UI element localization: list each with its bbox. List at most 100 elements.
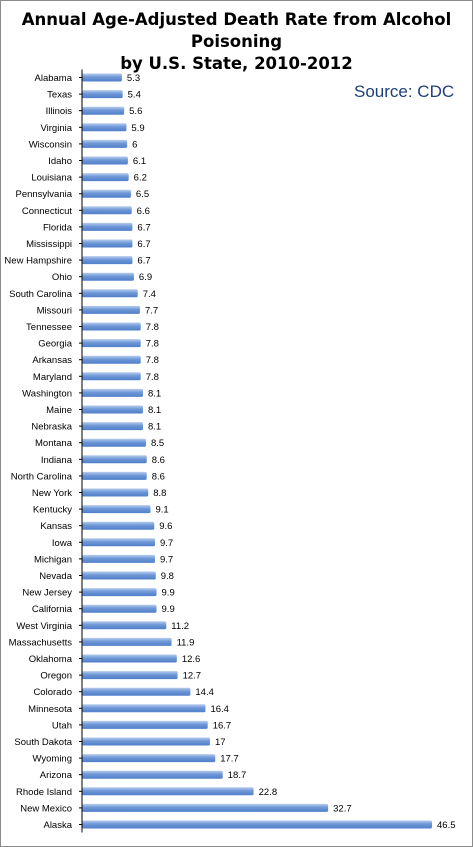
value-label: 5.3	[127, 73, 140, 84]
bar-texas	[82, 90, 123, 99]
category-label: Nebraska	[31, 422, 72, 433]
value-label: 11.2	[171, 621, 189, 632]
bar-massachusetts	[82, 637, 172, 646]
bar-kentucky	[82, 505, 151, 514]
bar-mississippi	[82, 239, 133, 248]
category-label: Ohio	[52, 272, 72, 283]
category-label: Kansas	[40, 521, 72, 532]
category-label: West Virginia	[16, 621, 72, 632]
bar-connecticut	[82, 206, 132, 215]
category-label: Alaska	[43, 820, 72, 831]
value-label: 9.9	[162, 604, 175, 615]
bar-south-dakota	[82, 737, 210, 746]
value-label: 5.9	[131, 123, 144, 134]
bar-new-york	[82, 488, 149, 497]
value-label: 6.1	[133, 156, 146, 167]
value-label: 7.8	[146, 372, 159, 383]
value-label: 8.1	[148, 422, 161, 433]
bar-florida	[82, 222, 133, 231]
value-label: 46.5	[437, 820, 456, 831]
value-label: 16.7	[213, 720, 232, 731]
bar-alaska	[82, 820, 432, 829]
value-label: 8.6	[152, 471, 165, 482]
category-label: Connecticut	[22, 206, 73, 217]
category-label: Idaho	[48, 156, 72, 167]
category-label: Missouri	[37, 305, 72, 316]
category-label: Michigan	[34, 554, 72, 565]
value-label: 9.7	[160, 554, 173, 565]
bar-wisconsin	[82, 139, 128, 148]
value-label: 5.4	[128, 90, 141, 101]
value-label: 17.7	[220, 754, 239, 765]
value-label: 7.8	[146, 355, 159, 366]
bar-west-virginia	[82, 621, 167, 630]
bar-indiana	[82, 455, 147, 464]
category-label: Colorado	[33, 687, 72, 698]
category-label: Oklahoma	[29, 654, 73, 665]
value-label: 6.9	[139, 272, 152, 283]
category-label: New York	[32, 488, 72, 499]
category-label: Washington	[22, 388, 72, 399]
value-label: 9.8	[161, 571, 174, 582]
value-label: 7.4	[143, 289, 156, 300]
value-label: 8.1	[148, 405, 161, 416]
category-label: South Carolina	[9, 289, 73, 300]
category-label: Texas	[47, 90, 72, 101]
bar-tennessee	[82, 322, 141, 331]
chart-title: Annual Age-Adjusted Death Rate from Alco…	[21, 10, 452, 73]
bar-georgia	[82, 339, 141, 348]
bar-washington	[82, 388, 143, 397]
category-label: Wisconsin	[29, 139, 72, 150]
category-label: Pennsylvania	[15, 189, 72, 200]
value-label: 6.7	[137, 256, 150, 267]
category-label: Maine	[46, 405, 72, 416]
category-label: Oregon	[40, 671, 72, 682]
value-label: 8.5	[151, 438, 164, 449]
value-label: 12.6	[182, 654, 201, 665]
labels-group: Alabama 5.3 Texas 5.4 Illinois 5.6 Virginia 5.9…	[4, 73, 455, 831]
value-label: 9.9	[162, 588, 175, 599]
value-label: 8.1	[148, 388, 161, 399]
value-label: 8.6	[152, 455, 165, 466]
bar-maine	[82, 405, 143, 414]
chart-source: Source: CDC	[354, 82, 455, 101]
value-label: 14.4	[195, 687, 214, 698]
category-label: Arkansas	[32, 355, 72, 366]
bar-new-mexico	[82, 803, 329, 812]
category-label: Massachusetts	[9, 637, 73, 648]
category-label: Georgia	[38, 339, 73, 350]
bar-new-jersey	[82, 588, 157, 597]
value-label: 22.8	[259, 787, 278, 798]
bar-new-hampshire	[82, 256, 133, 265]
category-label: California	[32, 604, 73, 615]
value-label: 6.6	[137, 206, 150, 217]
value-label: 12.7	[183, 671, 202, 682]
value-label: 17	[215, 737, 226, 748]
value-label: 6	[132, 139, 137, 150]
category-label: Florida	[43, 222, 73, 233]
category-label: Illinois	[46, 106, 73, 117]
bar-illinois	[82, 106, 125, 115]
category-label: Nevada	[39, 571, 72, 582]
bar-iowa	[82, 538, 156, 547]
bar-north-carolina	[82, 471, 147, 480]
bar-wyoming	[82, 754, 216, 763]
category-label: Utah	[52, 720, 72, 731]
category-label: New Mexico	[20, 803, 72, 814]
bar-nebraska	[82, 422, 143, 431]
value-label: 5.6	[129, 106, 142, 117]
value-label: 16.4	[210, 704, 229, 715]
bar-montana	[82, 438, 146, 447]
bar-michigan	[82, 554, 156, 563]
category-label: North Carolina	[11, 471, 73, 482]
bar-colorado	[82, 687, 191, 696]
value-label: 9.6	[159, 521, 172, 532]
value-label: 32.7	[333, 803, 352, 814]
value-label: 7.8	[146, 322, 159, 333]
category-label: Tennessee	[26, 322, 72, 333]
bar-minnesota	[82, 704, 206, 713]
value-label: 6.2	[134, 173, 147, 184]
bar-maryland	[82, 372, 141, 381]
bar-idaho	[82, 156, 128, 165]
value-label: 9.1	[155, 505, 168, 516]
